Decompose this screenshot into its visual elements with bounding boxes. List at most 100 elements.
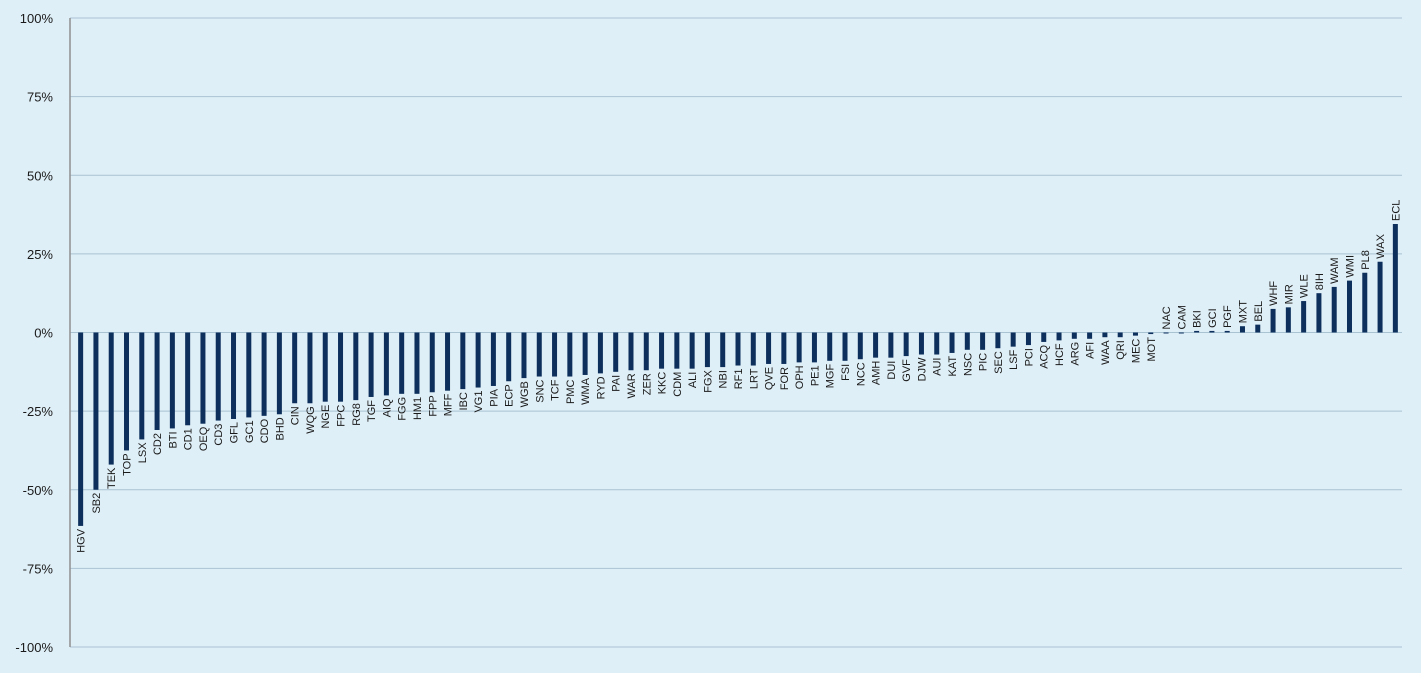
category-label: CD3 [213, 424, 225, 446]
bar-ryd [597, 332, 603, 374]
bar-nge [322, 332, 328, 402]
category-label: PL8 [1360, 250, 1372, 270]
category-label: GCI [1207, 308, 1219, 328]
bar-snc [536, 332, 542, 377]
category-label: FSI [840, 364, 852, 381]
bar-cdo [261, 332, 267, 416]
bar-dui [888, 332, 894, 358]
y-tick-label: 50% [27, 168, 53, 183]
category-label: CDO [259, 418, 271, 443]
category-label: DUI [886, 361, 898, 380]
bar-8ih [1316, 293, 1322, 333]
bar-sb2 [93, 332, 99, 490]
bar-hgv [78, 332, 84, 526]
category-label: IBC [458, 392, 470, 410]
category-label: MOT [1146, 337, 1158, 362]
category-label: WAA [1100, 340, 1112, 365]
bar-nsc [964, 332, 970, 350]
category-label: PE1 [809, 365, 821, 386]
category-label: CD1 [183, 428, 195, 450]
category-label: LRT [748, 368, 760, 389]
category-label: AIQ [381, 398, 393, 417]
category-label: OEQ [198, 426, 210, 451]
bar-pai [613, 332, 619, 372]
category-label: NBI [718, 370, 730, 388]
category-label: SNC [534, 379, 546, 402]
bar-qri [1117, 332, 1123, 338]
category-label: PCI [1023, 348, 1035, 366]
bar-mff [445, 332, 451, 391]
bar-amh [873, 332, 879, 358]
category-label: MEC [1130, 339, 1142, 364]
bar-tgf [368, 332, 374, 397]
y-tick-label: -75% [23, 561, 54, 576]
category-label: CIN [290, 406, 302, 425]
category-label: MGF [825, 364, 837, 389]
category-label: HCF [1054, 343, 1066, 366]
category-label: RG8 [351, 403, 363, 426]
category-label: QVE [764, 367, 776, 390]
bar-djw [918, 332, 924, 355]
category-label: FPC [336, 405, 348, 427]
bar-cam [1178, 332, 1184, 334]
category-label: PGF [1222, 305, 1234, 328]
category-label: BTI [167, 431, 179, 448]
bar-rf1 [735, 332, 741, 366]
bar-pic [980, 332, 986, 350]
category-label: BHD [274, 417, 286, 440]
bar-cd3 [215, 332, 221, 421]
category-label: PIC [978, 353, 990, 371]
category-label: SB2 [91, 493, 103, 514]
category-label: WMI [1344, 255, 1356, 278]
bar-aiq [383, 332, 389, 396]
bar-hcf [1056, 332, 1062, 341]
category-label: AUI [932, 358, 944, 376]
bar-bti [169, 332, 175, 429]
category-label: ARG [1069, 342, 1081, 366]
bar-mgf [827, 332, 833, 361]
category-label: NAC [1161, 306, 1173, 329]
bar-ecl [1392, 223, 1398, 333]
y-tick-label: -100% [15, 640, 53, 655]
category-label: MXT [1237, 300, 1249, 324]
bar-ncc [857, 332, 863, 360]
bar-bhd [276, 332, 282, 415]
bar-zer [643, 332, 649, 371]
category-label: WGB [519, 381, 531, 407]
bar-hm1 [414, 332, 420, 394]
y-tick-label: -25% [23, 404, 54, 419]
category-label: CDM [672, 372, 684, 397]
bar-bel [1255, 324, 1261, 333]
bar-wam [1331, 286, 1337, 333]
category-label: LSF [1008, 349, 1020, 369]
bar-vg1 [475, 332, 481, 388]
bar-war [628, 332, 634, 371]
bar-gc1 [246, 332, 252, 418]
y-tick-label: 0% [34, 326, 53, 341]
bar-oph [796, 332, 802, 363]
bar-wmi [1346, 280, 1352, 333]
bar-kkc [659, 332, 665, 369]
bar-mec [1132, 332, 1138, 336]
category-label: WAR [626, 373, 638, 398]
bar-ibc [460, 332, 466, 390]
category-label: DJW [916, 357, 928, 381]
bar-mir [1285, 307, 1291, 333]
bar-mot [1148, 332, 1154, 335]
bar-afi [1087, 332, 1093, 339]
category-label: FOR [779, 367, 791, 390]
category-label: WHF [1268, 281, 1280, 306]
category-label: TGF [366, 400, 378, 422]
category-label: KAT [947, 356, 959, 377]
category-label: FGX [702, 369, 714, 392]
category-label: FPP [427, 395, 439, 416]
bar-aui [934, 332, 940, 355]
bars [78, 223, 1398, 526]
category-label: TEK [106, 467, 118, 489]
bar-gvf [903, 332, 909, 357]
category-label: RF1 [733, 369, 745, 390]
category-label: KKC [657, 372, 669, 395]
bar-bki [1194, 330, 1200, 333]
bar-lrt [750, 332, 756, 366]
bar-fpp [429, 332, 435, 393]
